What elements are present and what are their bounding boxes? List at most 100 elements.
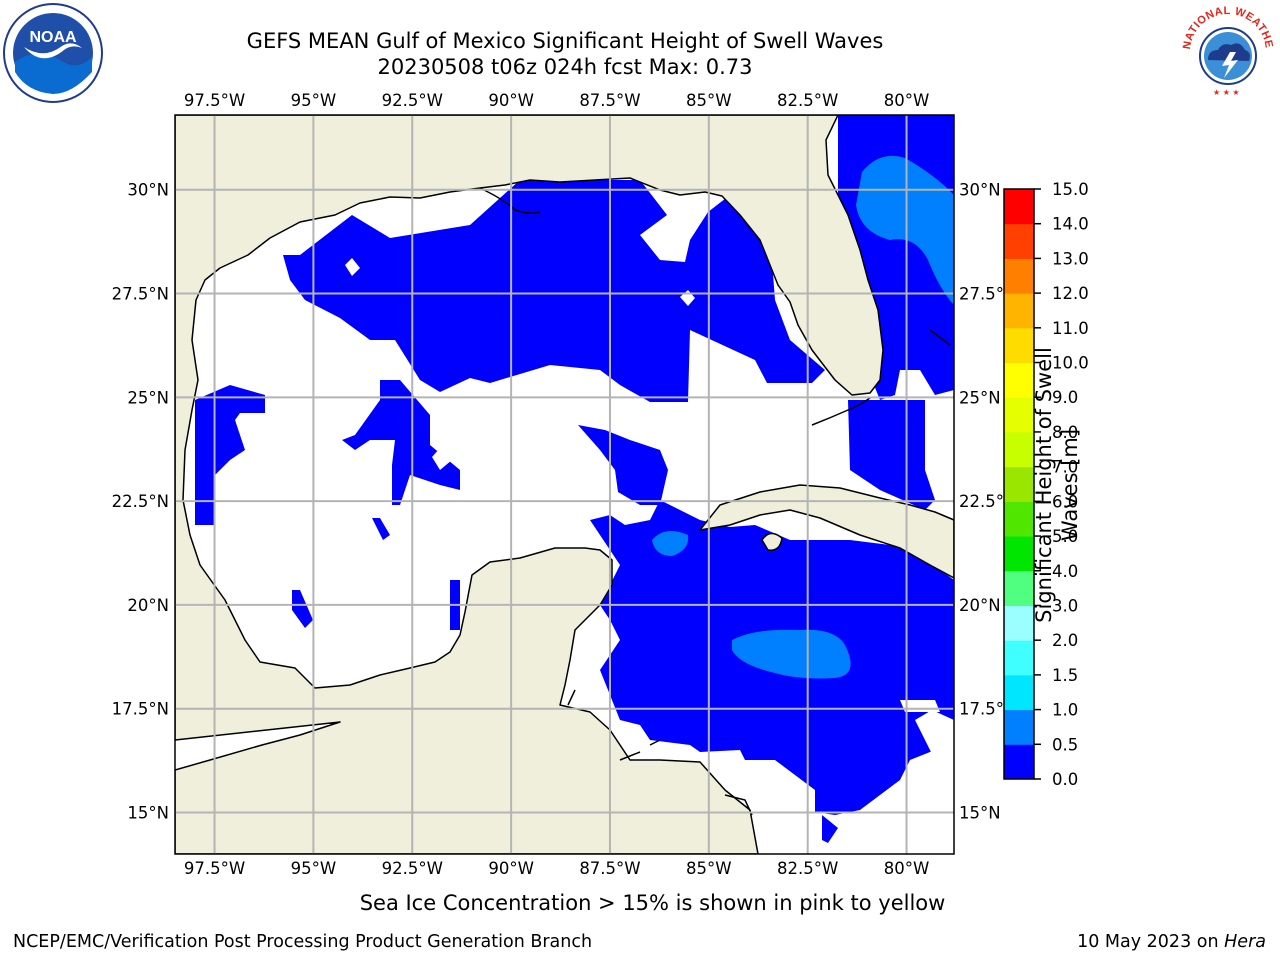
colorbar-tick-label: 1.5 (1052, 666, 1078, 685)
swell-region-west-gulf (195, 385, 265, 525)
swell-region-atlantic-light (856, 155, 954, 305)
lon-label-top: 85°W (686, 91, 732, 110)
colorbar-tick-label: 2.0 (1052, 631, 1078, 650)
colorbar (1004, 189, 1034, 780)
land-isle-of-youth (761, 532, 783, 551)
lat-label-left: 27.5°N (112, 285, 169, 304)
swell-region-caribbean-light (732, 629, 851, 679)
lon-label-bottom: 87.5°W (579, 859, 640, 878)
graticule (175, 115, 954, 854)
lat-label-left: 25°N (127, 388, 169, 407)
lon-label-top: 82.5°W (777, 91, 838, 110)
colorbar-segment (1004, 431, 1034, 468)
colorbar-segment (1004, 605, 1034, 641)
lon-label-top: 95°W (291, 91, 337, 110)
colorbar-tick-label: 7.0 (1052, 458, 1078, 477)
lon-label-top: 80°W (884, 91, 930, 110)
noaa-logo-icon: NOAA (3, 3, 103, 103)
chart-title: GEFS MEAN Gulf of Mexico Significant Hei… (0, 28, 1130, 80)
lon-label-bottom: 90°W (488, 859, 534, 878)
colorbar-segment (1004, 258, 1034, 294)
lon-label-bottom: 85°W (686, 859, 732, 878)
lat-label-right: 27.5°N (959, 285, 1016, 304)
colorbar-segment (1004, 640, 1034, 676)
lat-label-right: 22.5°N (959, 492, 1016, 511)
lat-label-left: 30°N (127, 181, 169, 200)
lat-label-left: 22.5°N (112, 492, 169, 511)
colorbar-tick-label: 15.0 (1052, 180, 1089, 199)
lon-label-bottom: 95°W (291, 859, 337, 878)
lat-label-right: 17.5°N (959, 700, 1016, 719)
map-area (175, 115, 954, 854)
lon-label-top: 87.5°W (579, 91, 640, 110)
lat-label-right: 20°N (959, 596, 1001, 615)
colorbar-title: Significant Height of Swell Waves [m] (1031, 315, 1083, 655)
colorbar-segment (1004, 570, 1034, 606)
colorbar-segment (1004, 397, 1034, 433)
colorbar-segment (1004, 709, 1034, 745)
colorbar-segment (1004, 536, 1034, 572)
sea-ice-note: Sea Ice Concentration > 15% is shown in … (359, 891, 946, 915)
colorbar-title-line-2: Waves [m] (1058, 428, 1082, 542)
noaa-logo-text: NOAA (29, 29, 77, 46)
colorbar-tick-label: 1.0 (1052, 701, 1078, 720)
coast-details (479, 187, 951, 816)
louisiana-bayou (479, 187, 541, 214)
lat-label-right: 25°N (959, 388, 1001, 407)
title-line-1: GEFS MEAN Gulf of Mexico Significant Hei… (246, 29, 884, 53)
lat-labels-left: 30°N 27.5°N 25°N 22.5°N 20°N 17.5°N 15°N (112, 181, 169, 823)
colorbar-tick-label: 0.5 (1052, 735, 1078, 754)
colorbar-segment (1004, 189, 1034, 225)
swell-region-yucatan-channel (578, 425, 668, 505)
colorbar-segment (1004, 223, 1034, 259)
calm-hole-1 (345, 258, 360, 276)
swell-region-small-patch (372, 518, 390, 540)
florida-keys (811, 397, 871, 426)
lon-label-top: 90°W (488, 91, 534, 110)
colorbar-frame (1003, 188, 1035, 780)
footer-credit: NCEP/EMC/Verification Post Processing Pr… (13, 932, 593, 952)
lon-label-bottom: 97.5°W (184, 859, 245, 878)
svg-text:★ ★ ★: ★ ★ ★ (1213, 88, 1240, 97)
colorbar-tick-label: 11.0 (1052, 319, 1089, 338)
colorbar-tick-label: 6.0 (1052, 492, 1078, 511)
colorbar-tick-label: 0.0 (1052, 770, 1078, 789)
lat-labels-right: 30°N 27.5°N 25°N 22.5°N 20°N 17.5°N 15°N (959, 181, 1016, 823)
colorbar-tick-label: 13.0 (1052, 249, 1089, 268)
colorbar-tick-label: 10.0 (1052, 354, 1089, 373)
lat-label-left: 15°N (127, 803, 169, 822)
colorbar-segment (1004, 327, 1034, 364)
colorbar-segment (1004, 744, 1034, 780)
calm-hole-4 (915, 710, 954, 760)
yucatan-east-coast (567, 689, 661, 761)
swell-region-sw-gulf (292, 590, 313, 628)
lon-label-top: 97.5°W (184, 91, 245, 110)
colorbar-segment (1004, 501, 1034, 537)
colorbar-segment (1004, 293, 1034, 329)
lon-label-bottom: 80°W (884, 859, 930, 878)
footer-date-text: 10 May 2023 on (1077, 932, 1225, 952)
swell-region-florida-straits (848, 400, 935, 510)
colorbar-tick-label: 8.0 (1052, 423, 1078, 442)
colorbar-tick-label: 4.0 (1052, 562, 1078, 581)
lon-label-top: 92.5°W (382, 91, 443, 110)
colorbar-tick-labels: 0.0 0.5 1.0 1.5 2.0 3.0 4.0 5.0 6.0 7.0 8.0 9.0 10.0… (1034, 180, 1089, 789)
colorbar-title-line-1: Significant Height of Swell (1032, 347, 1056, 623)
title-line-2: 20230508 t06z 024h fcst Max: 0.73 (377, 55, 753, 79)
lon-label-bottom: 82.5°W (777, 859, 838, 878)
colorbar-tick-label: 9.0 (1052, 388, 1078, 407)
nws-logo-icon: NATIONAL WEATHER SERVICE ★ ★ ★ (1178, 2, 1275, 99)
bahamas-shoreline (929, 329, 951, 346)
colorbar-segment (1004, 362, 1034, 398)
calm-hole-5 (590, 620, 610, 650)
colorbar-tick-label: 5.0 (1052, 527, 1078, 546)
swell-region-nicaragua-patch (822, 815, 838, 843)
colorbar-tick-label: 14.0 (1052, 215, 1089, 234)
footer-host: Hera (1224, 932, 1266, 952)
lat-label-left: 17.5°N (112, 700, 169, 719)
lon-label-bottom: 92.5°W (382, 859, 443, 878)
lat-label-right: 30°N (959, 181, 1001, 200)
swell-region-central-gulf (342, 380, 460, 505)
colorbar-tick-label: 3.0 (1052, 596, 1078, 615)
footer-date: 10 May 2023 on Hera (1077, 932, 1266, 952)
